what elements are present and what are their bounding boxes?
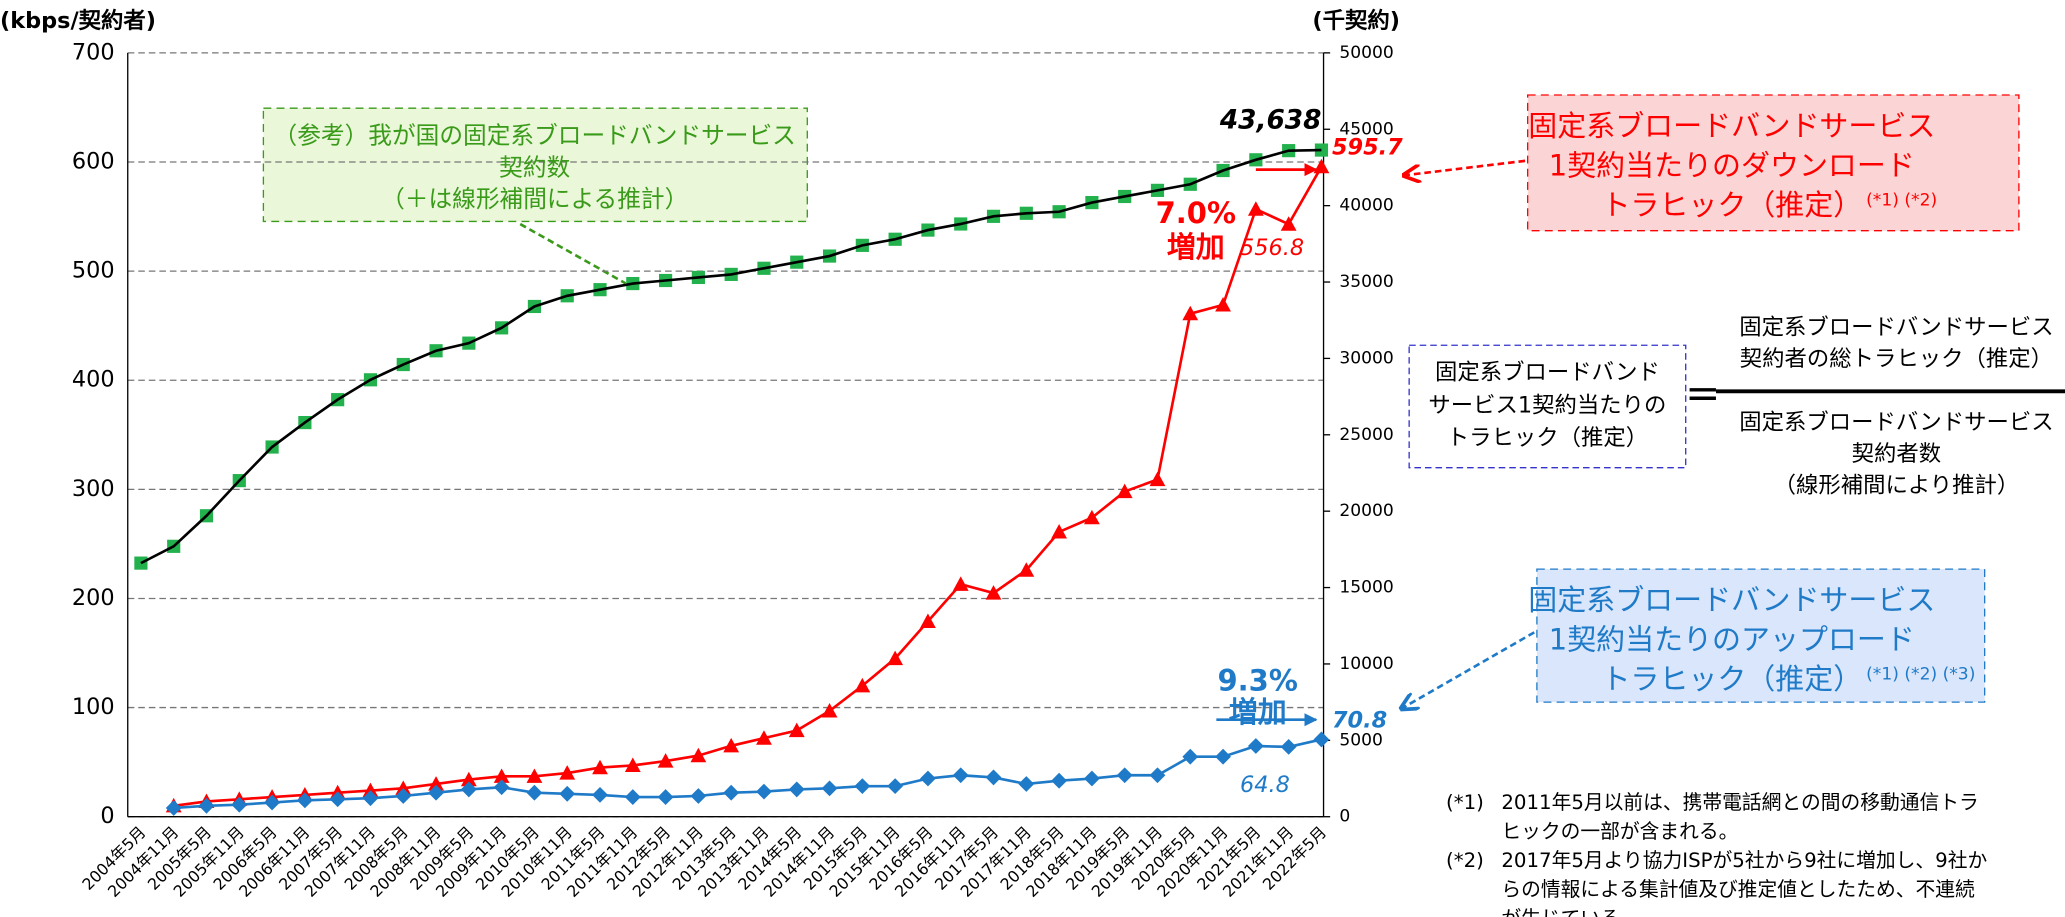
y2-tick-label: 10000: [1339, 654, 1393, 674]
value-label: 64.8: [1240, 772, 1290, 798]
annotation-text: 契約数: [499, 153, 570, 181]
y2-tick-label: 40000: [1339, 196, 1393, 216]
annotation-text: （参考）我が国の固定系ブロードバンドサービス: [274, 122, 796, 150]
y-tick-label: 400: [72, 367, 115, 393]
y2-tick-label: 0: [1339, 807, 1350, 827]
annotation-text: 9.3%: [1218, 663, 1298, 697]
annotation-text: 契約者の総トラヒック（推定）: [1740, 346, 2053, 372]
footnote-text: 2011年5月以前は、携帯電話網との間の移動通信トラ: [1501, 791, 1978, 814]
annotation-text: サービス1契約当たりの: [1428, 392, 1666, 418]
annotation-text: 1契約当たりのアップロード: [1549, 623, 1915, 657]
annotation-text: 7.0%: [1156, 196, 1236, 230]
annotation-text: （線形補間により推計）: [1774, 473, 2020, 499]
equals: =: [1685, 368, 1720, 417]
annotation-text: トラヒック（推定）: [1601, 188, 1862, 222]
y2-tick-label: 50000: [1339, 43, 1393, 63]
y2-tick-label: 25000: [1339, 425, 1393, 445]
y2-tick-label: 5000: [1339, 730, 1383, 750]
y2-tick-label: 20000: [1339, 501, 1393, 521]
y2-tick-label: 30000: [1339, 348, 1393, 368]
formula-box: [1408, 344, 1687, 469]
annotation-text: （＋は線形補間による推計）: [381, 185, 688, 213]
value-label: 556.8: [1240, 235, 1304, 261]
y2-tick-label: 45000: [1339, 119, 1393, 139]
annotation-text: 契約者数: [1852, 441, 1942, 467]
y2-tick-label: 35000: [1339, 272, 1393, 292]
footnote-text: らの情報による集計値及び推定値としたため、不連続: [1501, 878, 1975, 901]
y-tick-label: 0: [100, 803, 114, 829]
leader: [1401, 631, 1535, 708]
footnote-text: が生じている。: [1501, 907, 1639, 917]
leader: [519, 222, 627, 285]
annotation-text: トラヒック（推定）: [1601, 662, 1862, 696]
series-line: [173, 738, 1322, 810]
annotation-text: 固定系ブロードバンドサービス: [1528, 583, 1935, 617]
annotation-text: 固定系ブロードバンドサービス: [1528, 109, 1935, 143]
value-label: 70.8: [1332, 708, 1387, 734]
annotation-text: 固定系ブロードバンドサービス: [1739, 315, 2053, 341]
footnote-text: 2017年5月より協力ISPが5社から9社に増加し、9社か: [1501, 849, 1987, 872]
annotation-text: 固定系ブロードバンド: [1435, 359, 1660, 385]
note-refs: (*1) (*2) (*3): [1866, 664, 1975, 684]
y-tick-label: 300: [72, 476, 115, 502]
y2-tick-label: 15000: [1339, 578, 1393, 598]
footnote-mark: (*2): [1446, 849, 1484, 872]
upload-box: [1536, 568, 1986, 703]
y-tick-label: 100: [72, 694, 115, 720]
value-label: 595.7: [1332, 135, 1403, 161]
y-tick-label: 700: [72, 39, 115, 65]
annotation-text: 固定系ブロードバンドサービス: [1739, 409, 2053, 435]
series-line: [173, 166, 1323, 808]
y-tick-label: 500: [72, 258, 115, 284]
y-tick-label: 600: [72, 148, 115, 174]
annotation-text: 1契約当たりのダウンロード: [1549, 148, 1915, 182]
series-line: [140, 148, 1322, 565]
y2-axis-label: (千契約): [1312, 7, 1400, 34]
y-tick-label: 200: [72, 585, 115, 611]
annotation-text: トラヒック（推定）: [1447, 425, 1648, 451]
y-axis-label: (kbps/契約者): [0, 7, 156, 34]
marker: [1313, 158, 1330, 174]
annotation-text: 増加: [1229, 695, 1287, 729]
value-label: 43,638: [1219, 106, 1322, 136]
leader: [1404, 159, 1526, 175]
footnote-mark: (*1): [1446, 791, 1484, 814]
annotation-text: 増加: [1167, 230, 1225, 264]
subscribers-box: [262, 107, 808, 223]
download-box: [1527, 94, 2020, 232]
note-refs: (*1) (*2): [1866, 190, 1937, 210]
footnote-text: ヒックの一部が含まれる。: [1501, 820, 1738, 843]
